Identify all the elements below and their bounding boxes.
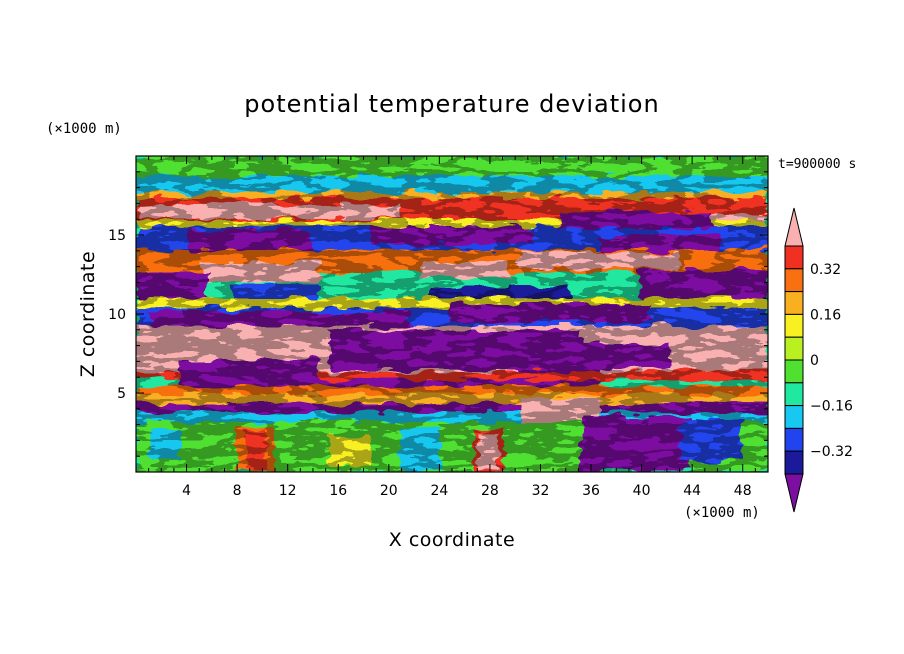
colorbar-swatch: [784, 359, 804, 384]
colorbar-swatch: [784, 313, 804, 338]
x-axis-label: X coordinate: [389, 529, 515, 551]
colorbar: 0.32 0.16 0 −0.16 −0.32: [784, 207, 853, 513]
y-axis-label: Z coordinate: [77, 251, 99, 377]
colorbar-label: −0.16: [810, 399, 853, 415]
colorbar-max-triangle: [784, 207, 804, 247]
colorbar-swatch: [784, 336, 804, 361]
x-tick-label: 28: [481, 483, 499, 499]
colorbar-swatch: [784, 382, 804, 407]
y-tick-label: 15: [108, 228, 126, 244]
colorbar-swatch: [784, 405, 804, 429]
time-label: t=900000 s: [778, 157, 856, 172]
colorbar-label: 0.16: [810, 307, 841, 323]
y-tick-label: 10: [108, 307, 126, 323]
x-tick-label: 36: [582, 483, 600, 499]
x-tick-label: 48: [734, 483, 752, 499]
colorbar-swatch: [784, 450, 804, 475]
x-tick-label: 44: [683, 483, 701, 499]
colorbar-label: 0: [810, 353, 819, 369]
colorbar-swatch: [784, 268, 804, 293]
x-axis-unit: (×1000 m): [684, 505, 760, 521]
x-tick-label: 8: [233, 483, 242, 499]
y-tick-label: 5: [117, 386, 126, 402]
colorbar-label: −0.32: [810, 444, 853, 460]
y-axis-unit: (×1000 m): [46, 121, 122, 137]
colorbar-swatch: [784, 245, 804, 270]
colorbar-swatch: [784, 427, 804, 452]
colorbar-label: 0.32: [810, 262, 841, 278]
y-axis-ticks: 5 10 15: [108, 171, 768, 457]
x-tick-label: 32: [532, 483, 550, 499]
x-tick-label: 16: [329, 483, 347, 499]
x-tick-label: 24: [430, 483, 448, 499]
x-tick-label: 40: [633, 483, 651, 499]
x-axis-ticks: 4 8 12 16 20 24 28 32 36 40 44 48: [148, 156, 756, 499]
contour-field: [136, 156, 768, 472]
x-tick-label: 20: [380, 483, 398, 499]
chart-title: potential temperature deviation: [244, 90, 659, 118]
colorbar-swatch: [784, 291, 804, 315]
x-tick-label: 12: [279, 483, 297, 499]
colorbar-min-triangle: [784, 473, 804, 513]
x-tick-label: 4: [182, 483, 191, 499]
